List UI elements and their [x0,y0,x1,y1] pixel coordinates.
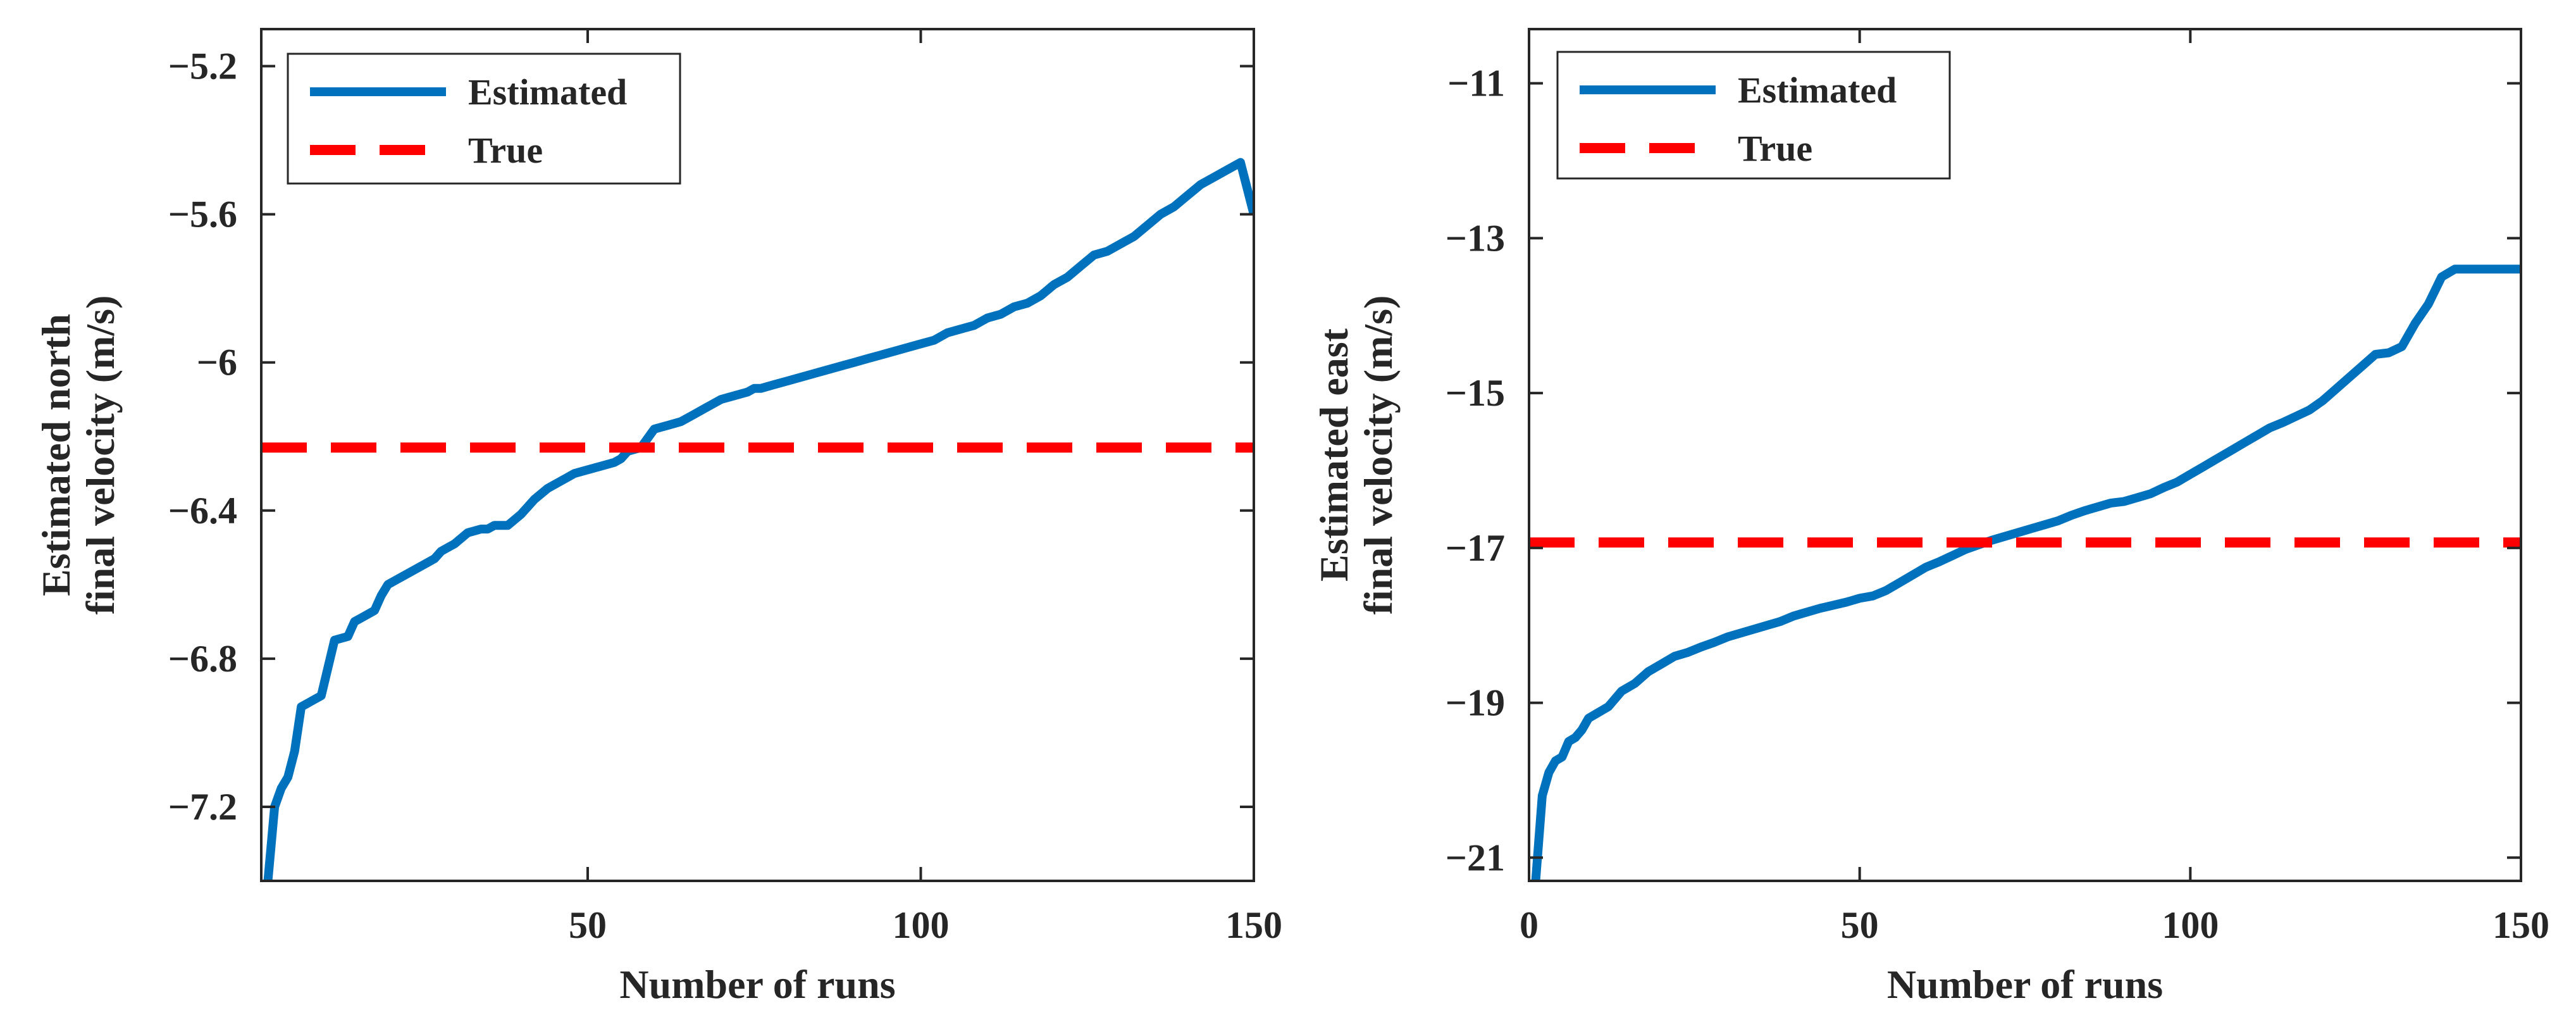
legend-estimated-label: Estimated [468,72,627,113]
y-tick-label: −7.2 [168,786,237,828]
y-axis-label-line: final velocity (m/s) [78,296,123,615]
y-tick-label: −6.4 [168,490,237,532]
north-velocity-chart: 50 100 150 −7.2 −6.8 −6.4 −6 −5.6 −5.2 Number of … [34,28,1282,1007]
estimated-series-line [263,158,1254,881]
y-tick-label: −5.2 [168,46,237,87]
x-axis-label: Number of runs [1887,962,2163,1007]
x-tick-label: 100 [892,904,949,946]
y-tick-label: −11 [1447,63,1505,104]
y-tick-label: −19 [1446,682,1505,724]
y-tick-label: −6.8 [168,638,237,680]
x-tick-label: 100 [2162,904,2219,946]
x-axis-label: Number of runs [619,962,895,1007]
x-tick-label: 150 [1225,904,1282,946]
legend-true-label: True [1738,128,1812,169]
legend-box [287,53,681,185]
y-tick-label: −15 [1446,372,1505,414]
legend-true-label: True [468,130,543,171]
y-tick-label: −13 [1446,217,1505,259]
east-velocity-chart: 0 50 100 150 −21 −19 −17 −15 −13 −11 Number of run… [1311,28,2549,1007]
y-axis-label-line: Estimated north [34,314,78,596]
y-tick-label: −5.6 [168,194,237,235]
x-tick-label: 150 [2492,904,2549,946]
y-tick-label: −6 [197,342,237,383]
axes-box [1528,28,2522,882]
y-tick-label: −21 [1446,837,1505,878]
x-tick-label: 50 [1841,904,1879,946]
y-axis-label-line: final velocity (m/s) [1356,296,1401,615]
legend-box [1556,51,1951,180]
legend-estimated-label: Estimated [1738,70,1897,111]
y-tick-label: −17 [1446,527,1505,569]
axes-box [260,28,1255,882]
x-tick-label: 0 [1520,904,1539,946]
estimated-series-line [1531,265,2521,881]
y-axis-label-line: Estimated east [1311,328,1356,582]
x-tick-label: 50 [569,904,607,946]
